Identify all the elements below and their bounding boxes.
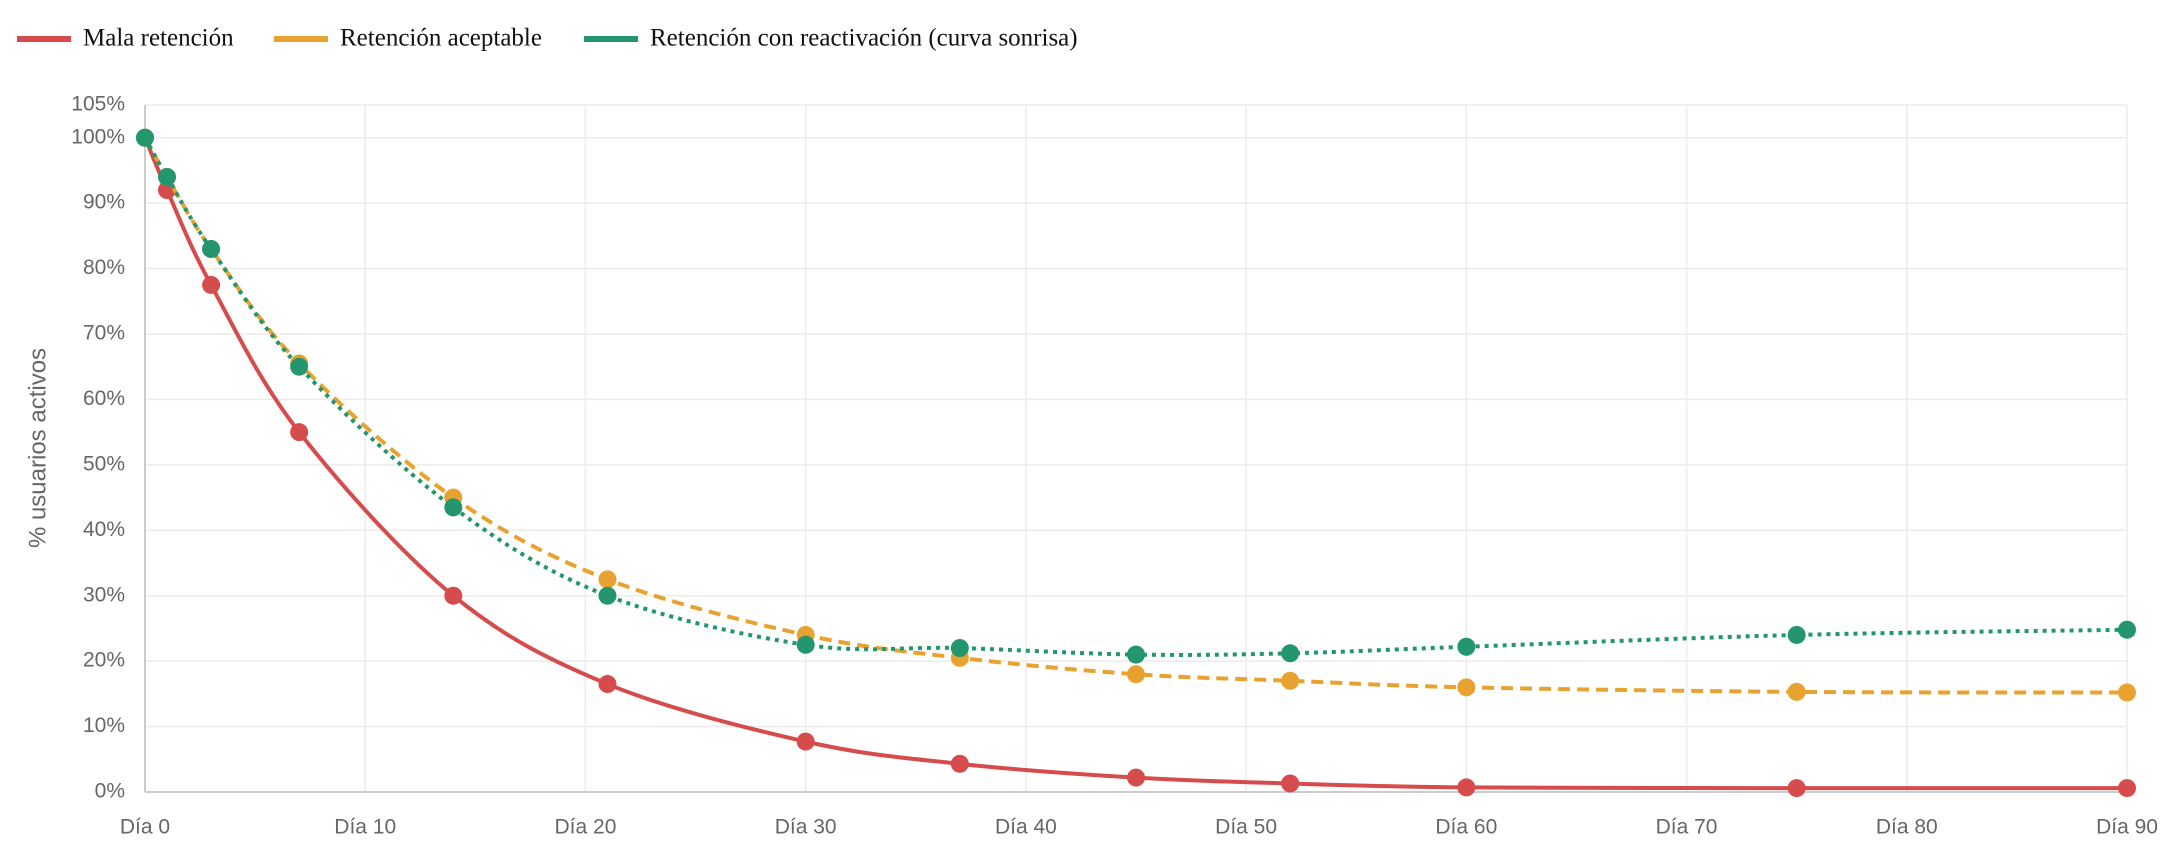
point bbox=[2118, 620, 2136, 639]
point bbox=[1127, 645, 1145, 664]
point bbox=[1127, 768, 1145, 787]
point bbox=[598, 570, 617, 589]
legend-label: Retención aceptable bbox=[340, 25, 542, 52]
y-tick-label: 20% bbox=[83, 649, 125, 672]
series-line bbox=[143, 136, 2128, 695]
point bbox=[1457, 678, 1476, 697]
point bbox=[158, 167, 177, 186]
x-tick-label: Día 60 bbox=[1435, 816, 1497, 839]
point bbox=[290, 423, 309, 442]
y-tick-label: 80% bbox=[83, 256, 125, 279]
point bbox=[444, 586, 463, 605]
x-tick-label: Día 80 bbox=[1876, 816, 1938, 839]
y-axis-label: % usuarios activos bbox=[24, 348, 51, 548]
x-tick-label: Día 0 bbox=[120, 816, 170, 839]
point bbox=[1457, 637, 1476, 656]
x-tick-label: Día 90 bbox=[2096, 816, 2158, 839]
y-tick-label: 100% bbox=[71, 125, 125, 148]
point bbox=[290, 357, 309, 376]
point bbox=[2118, 683, 2136, 702]
point bbox=[2118, 779, 2136, 798]
x-tick-label: Día 20 bbox=[555, 816, 617, 839]
x-tick-label: Día 50 bbox=[1215, 816, 1277, 839]
y-tick-label: 70% bbox=[83, 322, 125, 345]
point bbox=[136, 128, 154, 147]
point bbox=[950, 754, 969, 773]
point bbox=[1281, 774, 1300, 793]
point bbox=[1457, 778, 1476, 797]
point bbox=[598, 675, 617, 694]
point bbox=[1127, 665, 1145, 684]
x-tick-label: Día 30 bbox=[775, 816, 837, 839]
x-tick-label: Día 40 bbox=[995, 816, 1057, 839]
y-tick-label: 10% bbox=[83, 714, 125, 737]
x-tick-label: Día 10 bbox=[334, 816, 396, 839]
series-line bbox=[143, 136, 2128, 657]
y-tick-label: 60% bbox=[83, 387, 125, 410]
legend-label: Retención con reactivación (curva sonris… bbox=[650, 25, 1078, 52]
y-tick-label: 105% bbox=[71, 93, 125, 116]
point bbox=[1281, 671, 1300, 690]
y-tick-label: 0% bbox=[95, 780, 125, 803]
point bbox=[598, 586, 617, 605]
y-tick-label: 40% bbox=[83, 518, 125, 541]
y-tick-label: 30% bbox=[83, 583, 125, 606]
point bbox=[444, 498, 463, 517]
series-line bbox=[143, 136, 2128, 791]
point bbox=[796, 635, 815, 654]
point bbox=[202, 239, 221, 258]
y-tick-label: 90% bbox=[83, 191, 125, 214]
point bbox=[202, 275, 221, 294]
point bbox=[1281, 644, 1300, 663]
point bbox=[1787, 779, 1806, 798]
point bbox=[1787, 682, 1806, 701]
y-tick-label: 50% bbox=[83, 452, 125, 475]
point bbox=[1787, 625, 1806, 644]
point bbox=[950, 639, 969, 658]
point bbox=[796, 732, 815, 751]
x-tick-label: Día 70 bbox=[1656, 816, 1718, 839]
legend-label: Mala retención bbox=[83, 25, 234, 52]
